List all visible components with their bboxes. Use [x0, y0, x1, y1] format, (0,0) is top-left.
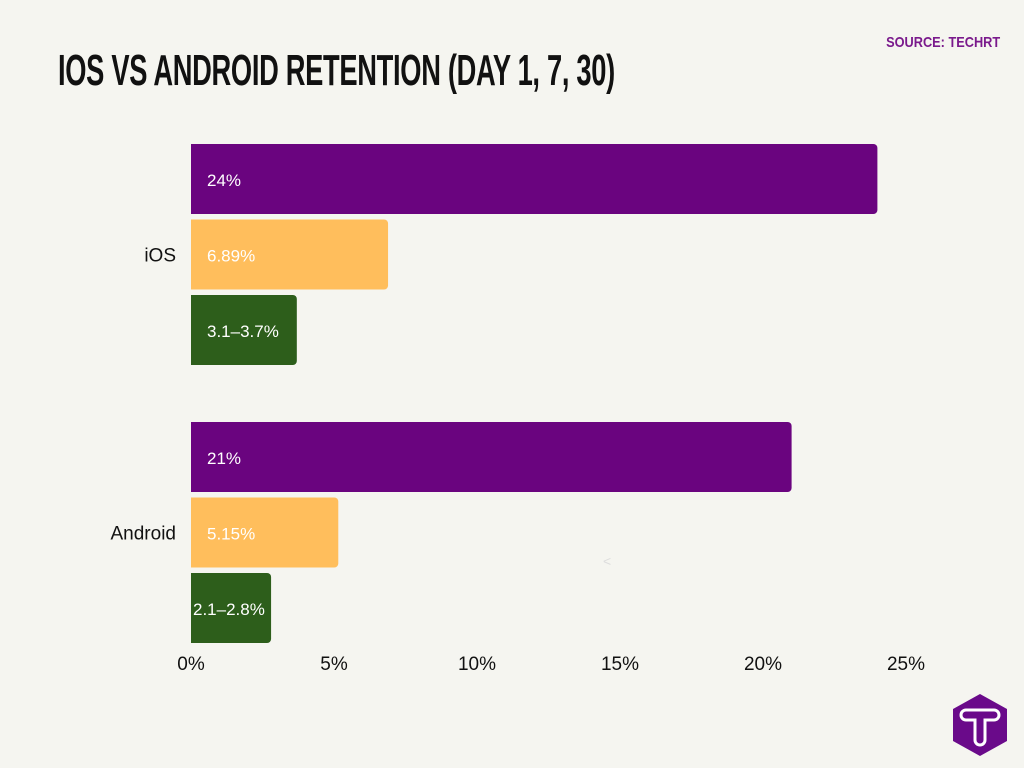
data-label: 6.89% [207, 247, 255, 266]
data-label: 24% [207, 171, 241, 190]
x-tick-label: 15% [601, 654, 639, 675]
bar [191, 219, 389, 290]
techrt-logo-icon [953, 694, 1007, 756]
bar [191, 573, 272, 643]
source-label: SOURCE: TECHRT [885, 34, 1000, 51]
data-label: 3.1–3.7% [207, 322, 279, 341]
x-tick-label: 0% [177, 654, 205, 675]
category-label: iOS [144, 246, 176, 267]
data-label: 21% [207, 449, 241, 468]
data-label: 5.15% [207, 525, 255, 544]
x-tick-label: 25% [887, 654, 925, 675]
x-tick-label: 10% [458, 654, 496, 675]
category-label: Android [111, 524, 177, 545]
bar [191, 422, 792, 492]
x-tick-label: 20% [744, 654, 782, 675]
bar [191, 497, 339, 568]
bar [191, 144, 878, 214]
stray-mark: < [603, 553, 612, 569]
bar [191, 295, 297, 365]
data-label: 2.1–2.8% [193, 600, 265, 619]
chart-title: IOS VS ANDROID RETENTION (DAY 1, 7, 30) [58, 46, 615, 95]
x-tick-label: 5% [320, 654, 348, 675]
